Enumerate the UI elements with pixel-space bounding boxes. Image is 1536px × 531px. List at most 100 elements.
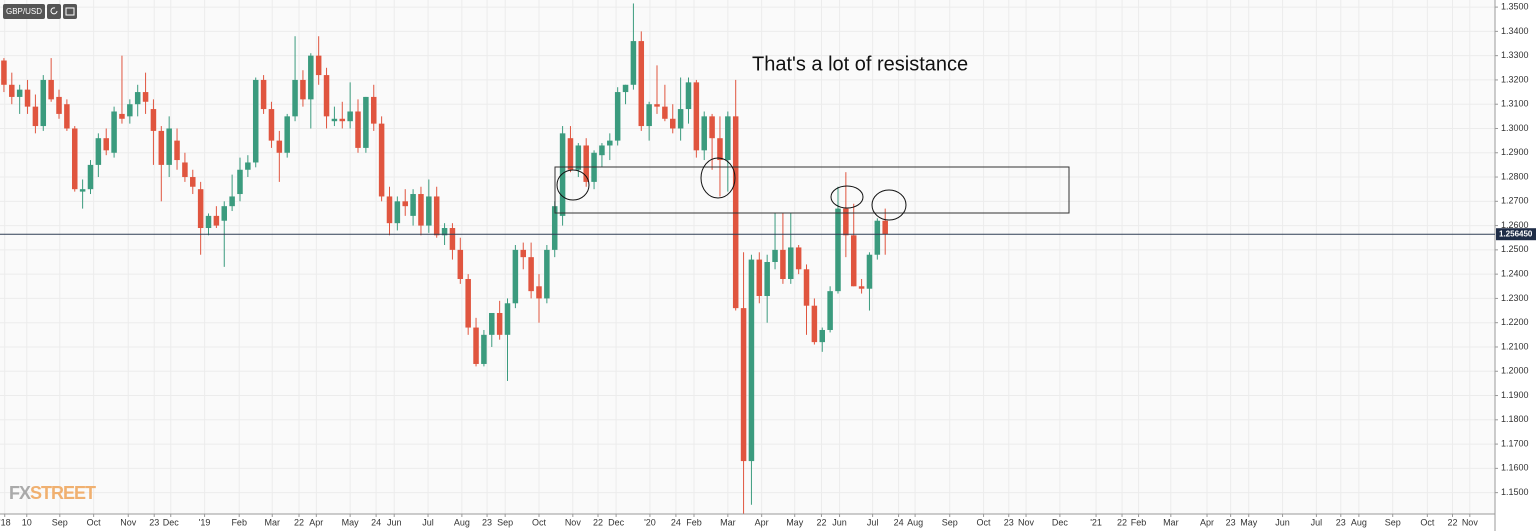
candle-body [835, 208, 841, 292]
candle-body [772, 249, 778, 263]
candle-body [457, 249, 464, 279]
circle-marker [830, 185, 864, 209]
candle-body [245, 162, 251, 170]
candle-body [795, 247, 802, 270]
candle-body [811, 305, 818, 343]
x-tick-label: Mar [264, 517, 280, 527]
refresh-button[interactable] [47, 4, 61, 19]
candle-body [732, 116, 739, 309]
candle-body [662, 106, 668, 119]
candle-body [512, 249, 519, 304]
candle-body [95, 138, 102, 165]
candle-body [559, 133, 566, 216]
x-tick-label: Oct [977, 517, 992, 527]
y-tick-label: 1.2400 [1501, 269, 1529, 279]
y-tick-label: 1.2300 [1501, 293, 1529, 303]
candle-body [441, 228, 448, 236]
x-tick-label: Sep [942, 517, 958, 527]
candle-body [268, 109, 275, 141]
candle-body [426, 196, 432, 226]
candle-body [780, 249, 786, 279]
last-price-label: 1.256450 [1499, 229, 1533, 238]
candle-body [355, 111, 361, 148]
y-tick-label: 1.3200 [1501, 74, 1529, 84]
x-tick-label: Oct [1420, 517, 1435, 527]
candle-body [646, 104, 652, 127]
y-tick-label: 1.2000 [1501, 366, 1529, 376]
x-tick-label: '21 [1090, 517, 1102, 527]
calendar-button[interactable] [63, 4, 77, 19]
candle-body [465, 278, 471, 328]
candle-body [764, 262, 770, 296]
x-tick-label: Dec [608, 517, 625, 527]
candle-body [638, 41, 645, 127]
candle-body [819, 329, 826, 343]
x-tick-label: Nov [1018, 517, 1035, 527]
x-tick-label: 22 [593, 517, 603, 527]
x-tick-label: Dec [1052, 517, 1069, 527]
candle-body [323, 75, 330, 117]
candle-body [87, 164, 94, 190]
x-tick-label: 22 [294, 517, 304, 527]
candle-body [544, 249, 550, 299]
candle-body [339, 118, 346, 122]
y-tick-label: 1.2500 [1501, 244, 1529, 254]
candle-body [315, 55, 322, 76]
x-tick-label: '19 [199, 517, 211, 527]
candle-body [874, 220, 881, 255]
x-tick-label: Sep [497, 517, 513, 527]
x-tick-label: 24 [894, 517, 904, 527]
x-tick-label: Sep [52, 517, 68, 527]
candle-body [630, 41, 637, 85]
candle-body [347, 111, 353, 122]
x-tick-label: Apr [309, 517, 323, 527]
candle-body [48, 79, 54, 100]
candle-body [449, 228, 456, 250]
candle-body [308, 55, 314, 100]
x-tick-label: 23 [482, 517, 492, 527]
x-tick-label: 22 [816, 517, 826, 527]
x-tick-label: 23 [1004, 517, 1014, 527]
candle-body [71, 128, 78, 190]
candle-body [504, 303, 511, 335]
candle-body [622, 84, 629, 93]
candle-body [363, 96, 369, 148]
candle-body [528, 257, 534, 292]
annotation: That's a lot of resistance [752, 53, 968, 75]
x-tick-label: Nov [120, 517, 137, 527]
candle-body [536, 286, 542, 299]
x-tick-label: '20 [644, 517, 656, 527]
y-tick-label: 1.1500 [1501, 487, 1529, 497]
candle-body [260, 79, 267, 110]
candle-body [709, 116, 715, 139]
last-price-box [1496, 228, 1536, 241]
x-tick-label: Jun [1275, 517, 1290, 527]
candles [1, 3, 888, 515]
resistance-zone [554, 166, 1070, 214]
candle-body [16, 89, 23, 97]
candle-body [237, 169, 243, 195]
candle-body [142, 92, 149, 102]
x-tick-label: Aug [907, 517, 923, 527]
candle-body [276, 140, 283, 153]
x-tick-label: Mar [720, 517, 736, 527]
candle-body [32, 106, 39, 127]
candle-body [252, 79, 259, 163]
y-tick-label: 1.3000 [1501, 123, 1529, 133]
candle-body [79, 189, 86, 192]
y-tick-label: 1.2200 [1501, 317, 1529, 327]
candle-body [119, 113, 125, 119]
y-tick-label: 1.1600 [1501, 463, 1529, 473]
candle-body [685, 82, 692, 110]
x-tick-label: Jun [832, 517, 847, 527]
x-tick-label: 23 [1336, 517, 1346, 527]
y-tick-label: 1.2800 [1501, 171, 1529, 181]
x-tick-label: Dec [163, 517, 180, 527]
candle-body [182, 162, 188, 178]
candle-body [843, 208, 849, 236]
candle-body [725, 116, 731, 161]
y-tick-label: 1.3300 [1501, 50, 1529, 60]
candle-body [111, 111, 117, 153]
candle-body [677, 109, 684, 129]
x-tick-label: Mar [1163, 517, 1179, 527]
